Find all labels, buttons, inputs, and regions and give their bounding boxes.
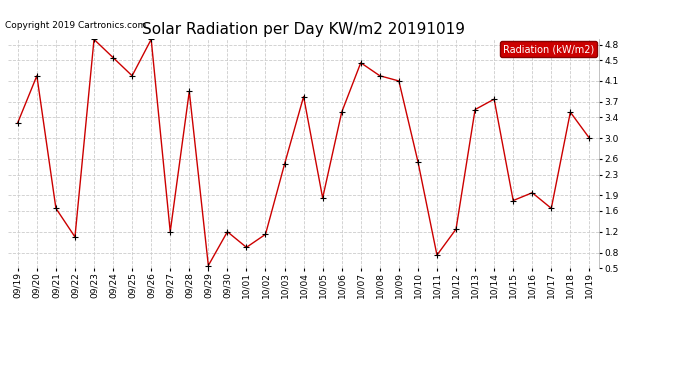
- Radiation (kW/m2): [395, 79, 403, 83]
- Radiation (kW/m2): [14, 120, 22, 125]
- Radiation (kW/m2): [32, 74, 41, 78]
- Radiation (kW/m2): [280, 162, 288, 166]
- Radiation (kW/m2): [490, 97, 498, 101]
- Line: Radiation (kW/m2): Radiation (kW/m2): [15, 37, 592, 268]
- Radiation (kW/m2): [509, 198, 518, 203]
- Radiation (kW/m2): [337, 110, 346, 114]
- Radiation (kW/m2): [433, 253, 441, 257]
- Title: Solar Radiation per Day KW/m2 20191019: Solar Radiation per Day KW/m2 20191019: [142, 22, 465, 37]
- Radiation (kW/m2): [147, 37, 155, 42]
- Radiation (kW/m2): [128, 74, 136, 78]
- Radiation (kW/m2): [528, 190, 536, 195]
- Radiation (kW/m2): [204, 263, 213, 268]
- Radiation (kW/m2): [90, 37, 98, 42]
- Radiation (kW/m2): [262, 232, 270, 237]
- Radiation (kW/m2): [452, 227, 460, 231]
- Radiation (kW/m2): [299, 94, 308, 99]
- Radiation (kW/m2): [185, 89, 193, 94]
- Radiation (kW/m2): [357, 60, 365, 65]
- Radiation (kW/m2): [166, 230, 175, 234]
- Radiation (kW/m2): [471, 107, 480, 112]
- Radiation (kW/m2): [414, 159, 422, 164]
- Radiation (kW/m2): [242, 245, 250, 250]
- Radiation (kW/m2): [224, 230, 232, 234]
- Radiation (kW/m2): [52, 206, 60, 211]
- Radiation (kW/m2): [319, 196, 327, 200]
- Legend: Radiation (kW/m2): Radiation (kW/m2): [500, 41, 597, 57]
- Radiation (kW/m2): [585, 136, 593, 140]
- Radiation (kW/m2): [109, 56, 117, 60]
- Radiation (kW/m2): [375, 74, 384, 78]
- Text: Copyright 2019 Cartronics.com: Copyright 2019 Cartronics.com: [6, 21, 146, 30]
- Radiation (kW/m2): [566, 110, 575, 114]
- Radiation (kW/m2): [71, 235, 79, 239]
- Radiation (kW/m2): [547, 206, 555, 211]
